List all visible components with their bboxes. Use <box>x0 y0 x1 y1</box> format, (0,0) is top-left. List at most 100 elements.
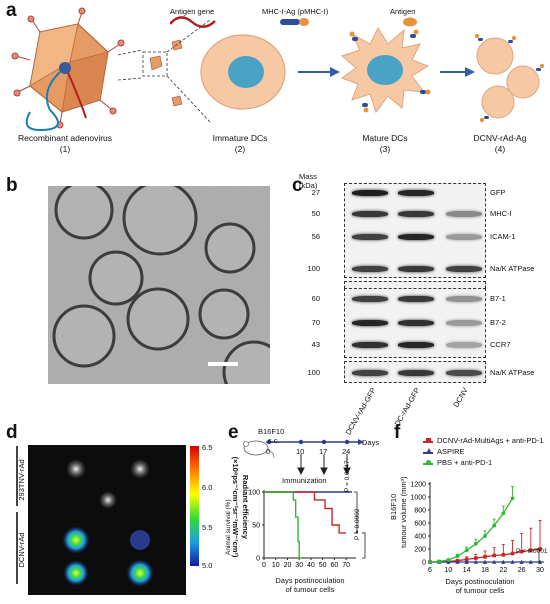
blot-band <box>352 234 388 240</box>
blot-band <box>398 234 434 240</box>
y-tick-label: 400 <box>414 534 426 541</box>
survival-line <box>264 491 347 534</box>
blot-band <box>398 320 434 326</box>
blot-band <box>352 296 388 302</box>
survival-xlabel: Days postinoculation of tumour cells <box>275 576 345 594</box>
data-point <box>464 548 469 553</box>
x-tick-label: 60 <box>331 562 339 569</box>
p-value-1: P = 0.0047 <box>344 460 351 492</box>
blot-band <box>352 211 388 217</box>
survival-ylabel: Animal survival (%) <box>225 499 232 555</box>
data-point <box>538 547 542 551</box>
timeline-tick-17: 17 <box>319 447 328 456</box>
legend-label-aspire: ASPIRE <box>437 447 465 456</box>
legend-mhc-i-ag: MHC-I-Ag (pMHC-I) <box>262 7 329 16</box>
data-point <box>491 559 497 564</box>
scale-bar <box>208 362 238 366</box>
volume-ylabel-top: B16F10 <box>389 493 398 520</box>
x-tick-label: 40 <box>307 562 315 569</box>
x-tick-label: 6 <box>428 567 432 574</box>
data-point <box>464 557 469 562</box>
panel-a-legend-icons <box>170 16 417 28</box>
data-point <box>473 541 478 546</box>
stage-2-num: (2) <box>234 144 246 154</box>
mass-label: 56 <box>311 232 320 241</box>
data-point <box>482 559 488 564</box>
immature-dc-icon <box>200 34 286 110</box>
volume-xlabel: Days postinoculation of tumour cells <box>445 577 515 595</box>
mass-label: 43 <box>311 340 320 349</box>
blot-band <box>446 342 482 348</box>
volume-ylabel: tumour volume (mm³) <box>399 476 408 548</box>
panel-label-b: b <box>6 175 18 196</box>
y-tick-label: 100 <box>248 490 260 497</box>
blot-band <box>446 211 482 217</box>
protein-label: MHC-I <box>490 209 512 218</box>
mouse-icon <box>243 440 275 459</box>
y-tick-label: 800 <box>414 508 426 515</box>
protein-label: Na/K ATPase <box>490 264 535 273</box>
volume-line <box>429 497 514 563</box>
timeline-tick-0: 0 <box>266 447 271 456</box>
blot-band <box>446 320 482 326</box>
mass-label: 27 <box>311 188 320 197</box>
data-point <box>446 558 451 562</box>
data-point <box>474 556 478 560</box>
data-point <box>483 555 487 559</box>
zoom-box <box>142 51 168 77</box>
blot-band <box>446 234 482 240</box>
mass-header-line1: Mass <box>299 172 317 181</box>
panel-label-c: c <box>292 175 303 196</box>
stage-4-name: DCNV-rAd-Ag <box>473 133 527 143</box>
x-tick-label: 10 <box>444 567 452 574</box>
blot-band <box>398 211 434 217</box>
protein-label: GFP <box>490 188 506 197</box>
p-bracket <box>354 491 358 534</box>
data-point <box>437 559 442 564</box>
y-tick-label: 200 <box>414 547 426 554</box>
survival-line <box>264 491 302 559</box>
blot-band <box>398 266 434 272</box>
blot-band <box>352 266 388 272</box>
blot-box-1 <box>344 183 486 278</box>
x-tick-label: 0 <box>262 562 266 569</box>
mass-label: 100 <box>307 368 320 377</box>
arrow-icon <box>440 67 475 77</box>
blot-band <box>398 190 434 196</box>
data-point <box>519 549 524 554</box>
legend-label-pbs: PBS + anti-PD-1 <box>437 458 493 467</box>
stage-4-num: (4) <box>494 144 506 154</box>
timeline-unit: Days <box>362 438 380 447</box>
blot-band <box>446 296 482 302</box>
immunization-label: Immunization <box>282 476 327 485</box>
stage-3-name: Mature DCs <box>362 133 408 143</box>
blot-band <box>352 320 388 326</box>
data-point <box>529 548 533 553</box>
mass-label: 50 <box>311 209 320 218</box>
data-point <box>483 534 487 538</box>
mass-header: Mass (kDa) <box>299 172 317 190</box>
mature-dc-icon <box>340 26 431 114</box>
data-point <box>528 559 534 564</box>
stage-1-name: Recombinant adenovirus <box>17 133 113 143</box>
colorbar-tick-55: 5.5 <box>202 523 213 532</box>
y-tick-label: 1000 <box>410 495 426 502</box>
cryo-em-micrograph <box>48 186 270 384</box>
colorbar-tick-50: 5.0 <box>202 561 213 570</box>
panel-label-f: f <box>394 422 401 443</box>
blot-band <box>398 370 434 376</box>
data-point <box>473 559 479 564</box>
protein-label: Na/K ATPase <box>490 368 535 377</box>
y-tick-label: 50 <box>252 523 260 530</box>
tumour-label: B16F10 <box>258 427 285 436</box>
data-point <box>492 523 497 528</box>
blot-band <box>446 370 482 376</box>
data-point <box>501 559 506 564</box>
x-tick-label: 10 <box>272 562 280 569</box>
data-point <box>501 511 506 516</box>
legend-label-dcnv: DCNV-rAd-MultiAgs + anti-PD-1 <box>437 436 544 445</box>
data-point <box>428 559 432 564</box>
data-point <box>501 553 506 557</box>
mass-label: 70 <box>311 318 320 327</box>
protein-label: B7-1 <box>490 294 506 303</box>
